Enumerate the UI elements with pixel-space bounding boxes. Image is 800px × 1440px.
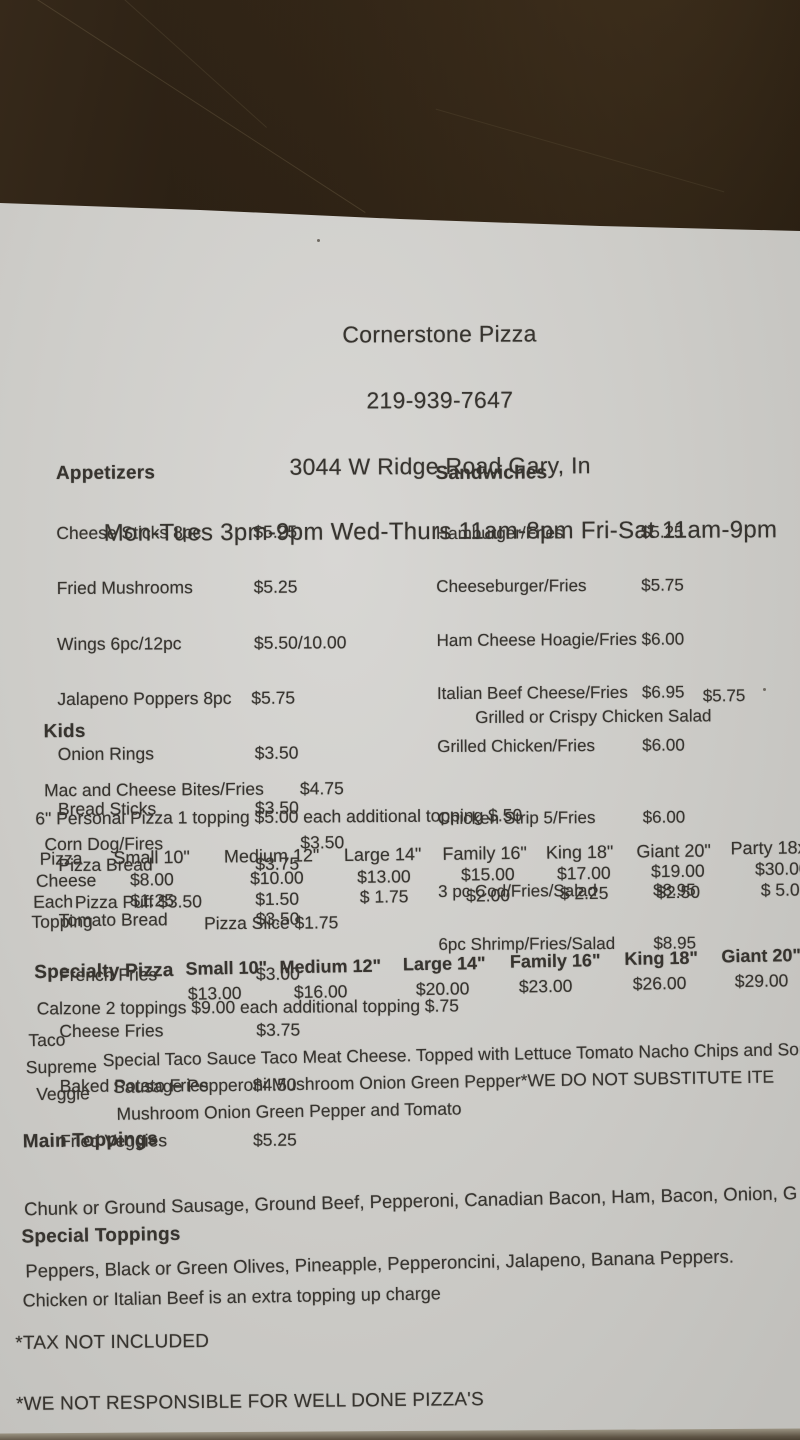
item-name: Grilled or Crispy Chicken Salad [475, 706, 712, 727]
menu-row: Cheeseburger/Fries $5.75 [436, 575, 776, 597]
item-price: $5.25 [640, 522, 684, 542]
price-cell: $2.50 [656, 881, 701, 903]
item-price: $5.50/10.00 [253, 631, 347, 653]
size-header: Giant 20" [636, 840, 711, 862]
row-label: Cheese [35, 870, 97, 891]
price-cell: $23.00 [518, 975, 573, 997]
variety-description: Special Taco Sauce Taco Meat Cheese. Top… [102, 1038, 800, 1071]
item-name: Ham Cheese Hoagie/Fries [436, 629, 637, 650]
price-cell: $8.00 [129, 869, 174, 890]
size-header: Party 18x2 [730, 837, 800, 859]
price-cell: $19.00 [650, 860, 705, 882]
item-name: Fried Mushrooms [56, 577, 193, 599]
price-cell: $29.00 [734, 970, 789, 992]
menu-row: Cheese Sticks 8pc $5.25 [56, 522, 396, 543]
price-cell: $16.00 [293, 981, 348, 1003]
row-label: Each [33, 891, 74, 912]
section-title: Special Toppings [21, 1223, 181, 1248]
footer-line: *WE NOT RESPONSIBLE FOR WELL DONE PIZZA'… [15, 1388, 485, 1415]
restaurant-name: Cornerstone Pizza [342, 320, 537, 348]
size-header: Large 14" [402, 953, 486, 975]
section-title: Kids [43, 720, 86, 743]
footer-notes: *TAX NOT INCLUDED *WE NOT RESPONSIBLE FO… [15, 1288, 777, 1440]
item-price: $5.25 [253, 576, 298, 598]
footer-line: *TAX NOT INCLUDED [15, 1330, 210, 1354]
price-cell: $26.00 [632, 972, 687, 994]
paper-speck [763, 688, 766, 691]
table-label: Specialty Pizza [34, 959, 174, 984]
size-header: Small 10" [185, 957, 268, 979]
specialty-pizza-table: Specialty Pizza Small 10" Medium 12" Lar… [24, 940, 800, 1124]
phone-number: 219-939-7647 [366, 386, 514, 414]
size-header: Large 14" [343, 844, 422, 866]
item-name: Cheese Sticks 8pc [56, 522, 202, 544]
price-cell: $2.00 [466, 885, 511, 906]
item-price: $5.25 [253, 521, 298, 542]
size-header: King 18" [624, 947, 699, 969]
menu-row: Hamburger/Fries $5.25 [435, 522, 776, 544]
size-header: Medium 12" [279, 955, 382, 978]
price-cell: $ 5.00 [760, 879, 800, 900]
personal-pizza-line: 6" Personal Pizza 1 topping $5.00 each a… [35, 805, 523, 829]
price-cell: $15.00 [460, 863, 515, 885]
section-title: Appetizers [55, 462, 156, 485]
item-price: $5.75 [702, 686, 746, 706]
menu-row: Wings 6pc/12pc $5.50/10.00 [56, 631, 397, 654]
price-cell: $13.00 [187, 982, 242, 1004]
price-cell: $ 1.75 [359, 886, 409, 907]
size-header: Medium 12" [223, 845, 320, 867]
price-cell: $10.00 [250, 867, 304, 889]
size-header: Small 10" [113, 846, 190, 868]
item-name: Cheeseburger/Fries [436, 576, 587, 597]
size-header: Family 16" [509, 950, 601, 972]
pizza-price-table: Pizza Small 10" Medium 12" Large 14" Fam… [29, 833, 800, 938]
row-label: Topping [31, 911, 93, 932]
menu-row: Ham Cheese Hoagie/Fries $6.00 [436, 629, 777, 650]
price-cell: $1.50 [255, 888, 300, 910]
section-title: Main Toppings [22, 1128, 159, 1153]
item-price: $6.00 [641, 629, 685, 649]
price-cell: $1.25 [130, 890, 175, 911]
menu-row: Fried Mushrooms $5.25 [57, 577, 397, 598]
paper-speck [317, 239, 320, 242]
size-header: Giant 20" [721, 945, 800, 967]
table-label: Pizza [39, 848, 83, 869]
price-cell: $30.00 [754, 858, 800, 880]
chicken-salad-row: Grilled or Crispy Chicken Salad $5.75 [447, 686, 788, 768]
size-header: Family 16" [442, 842, 527, 864]
item-price: $5.75 [641, 575, 684, 596]
item-name: Wings 6pc/12pc [56, 632, 182, 654]
item-name: Hamburger/Fries [435, 523, 564, 544]
section-title: Sandwiches [435, 462, 548, 485]
price-cell: $20.00 [415, 978, 470, 1000]
price-cell: $13.00 [357, 866, 411, 887]
